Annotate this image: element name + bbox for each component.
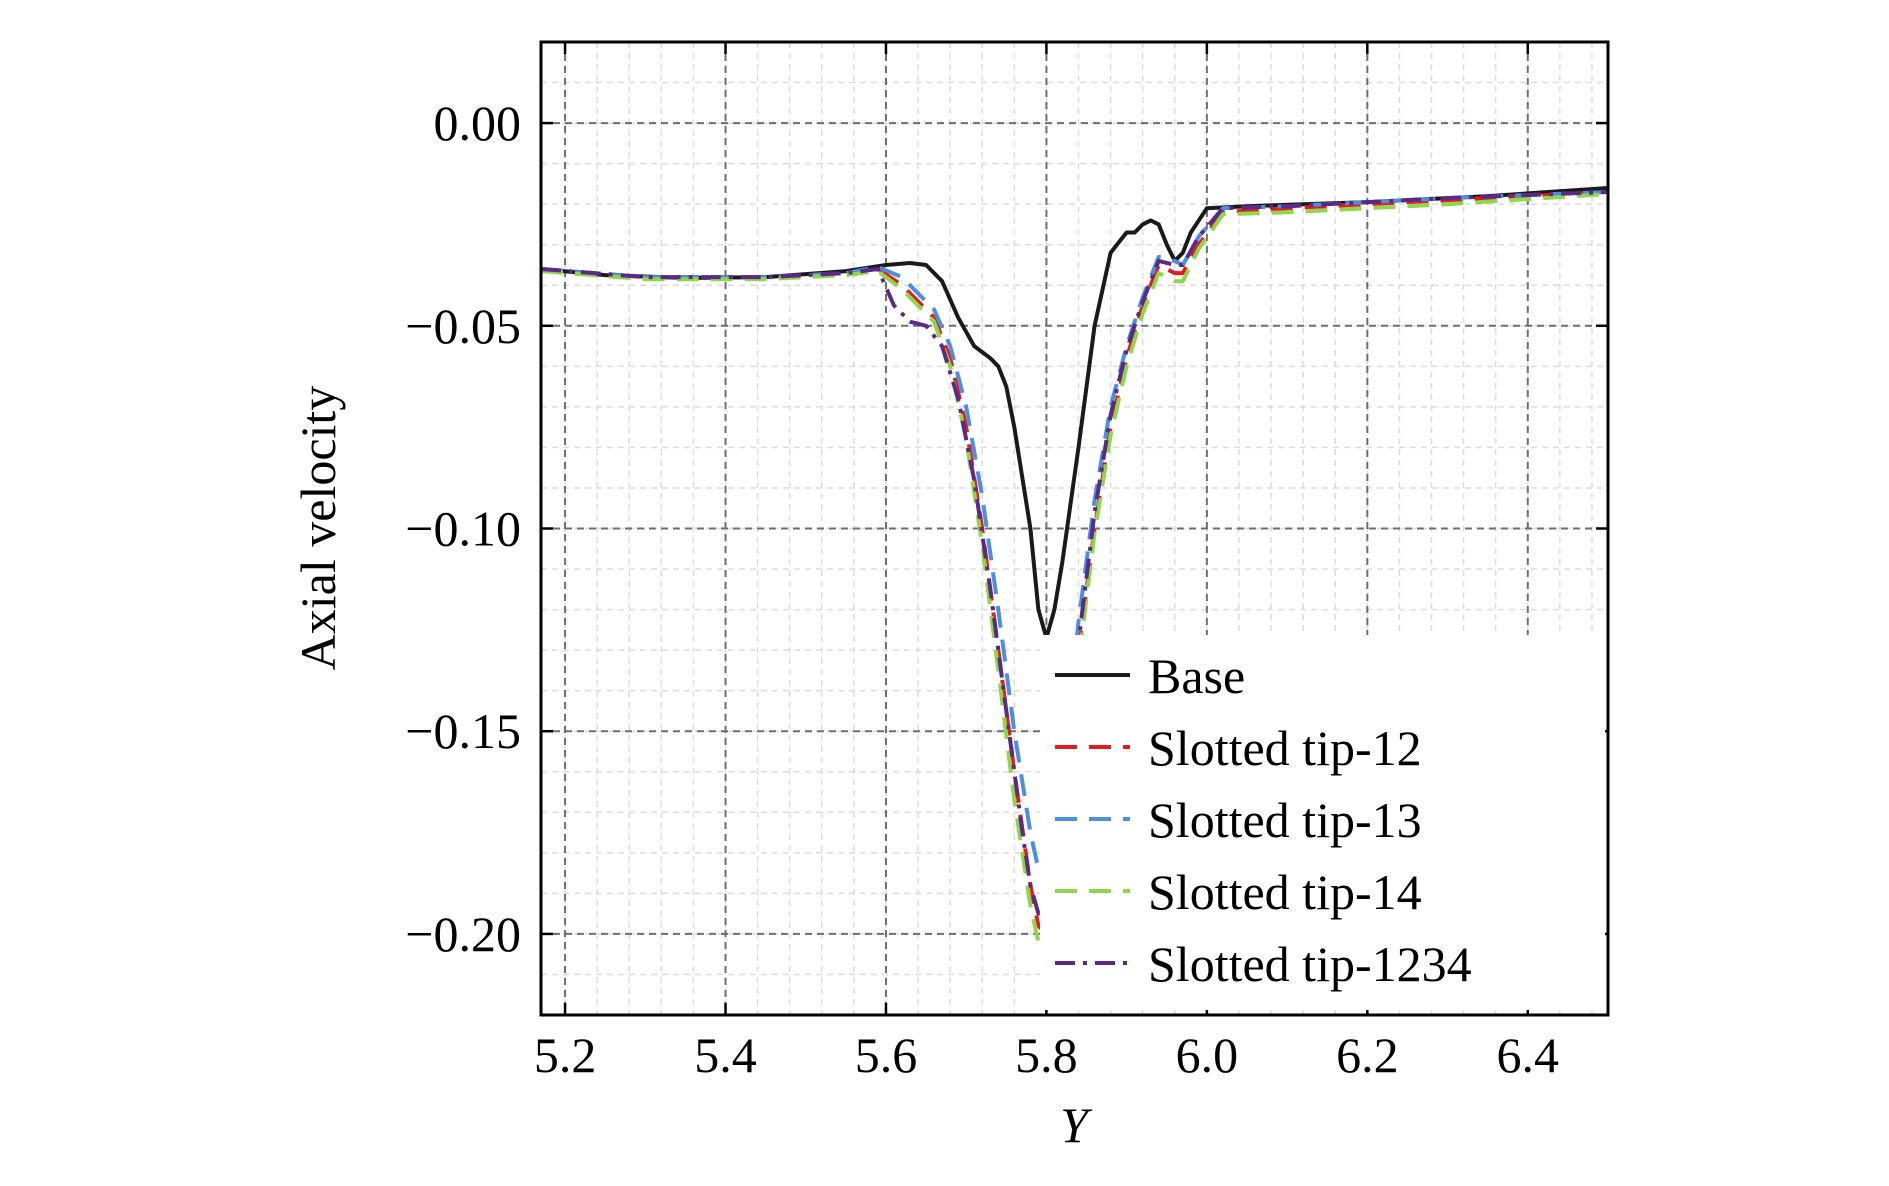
legend-label: Base	[1148, 648, 1245, 704]
x-tick-label: 5.6	[855, 1027, 918, 1083]
y-tick-label: −0.15	[405, 703, 521, 759]
legend-box	[1040, 635, 1605, 1010]
x-tick-label: 6.2	[1336, 1027, 1399, 1083]
series-line	[540, 186, 1609, 640]
x-axis-label: Y	[1060, 1097, 1093, 1153]
x-tick-label: 6.0	[1176, 1027, 1239, 1083]
legend-label: Slotted tip-13	[1148, 792, 1422, 848]
x-tick-label: 6.4	[1497, 1027, 1560, 1083]
tick-layer: 5.2 5.4 5.6 5.8 6.0 6.2 6.4 0.00 −0.05 −0.10 −0.15…	[405, 42, 1608, 1083]
legend: Base Slotted tip-12 Slotted tip-13 Slotted …	[1040, 635, 1605, 1010]
x-tick-label: 5.8	[1015, 1027, 1078, 1083]
y-tick-label: −0.10	[405, 501, 521, 557]
y-tick-label: −0.20	[405, 906, 521, 962]
series-line	[540, 190, 1609, 916]
y-axis-label: Axial velocity	[290, 386, 346, 671]
y-tick-label: −0.05	[405, 298, 521, 354]
x-tick-label: 5.2	[534, 1027, 597, 1083]
y-tick-label: 0.00	[434, 95, 522, 151]
legend-label: Slotted tip-14	[1148, 864, 1422, 920]
legend-label: Slotted tip-1234	[1148, 936, 1472, 992]
x-tick-label: 5.4	[694, 1027, 757, 1083]
legend-label: Slotted tip-12	[1148, 720, 1422, 776]
